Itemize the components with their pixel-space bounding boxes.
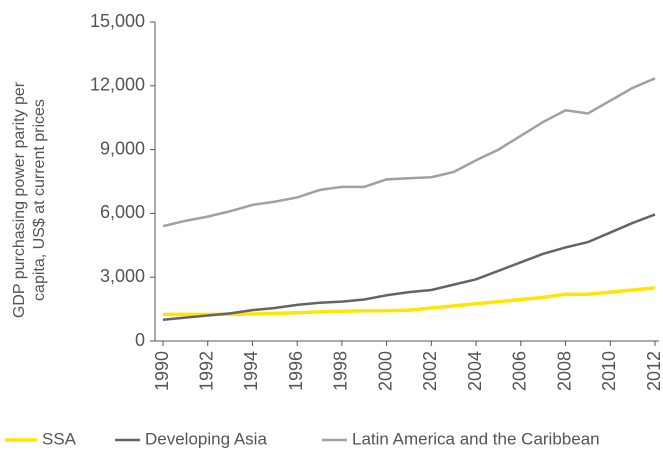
legend-label: Developing Asia	[145, 429, 267, 448]
y-tick-label: 0	[135, 330, 145, 350]
x-tick-label: 2004	[465, 351, 485, 391]
y-tick-label: 3,000	[100, 266, 145, 286]
series-line	[163, 286, 656, 317]
y-axis-label: GDP purchasing power parity per	[11, 81, 28, 318]
x-tick-label: 1996	[286, 351, 306, 391]
legend-label: SSA	[42, 429, 77, 448]
x-tick-label: 2002	[420, 351, 440, 391]
x-tick-label: 2000	[375, 351, 395, 391]
y-tick-label: 6,000	[100, 202, 145, 222]
y-tick-label: 15,000	[90, 11, 145, 31]
series-line	[162, 213, 656, 321]
x-tick-label: 2010	[599, 351, 619, 391]
legend-label: Latin America and the Caribbean	[352, 429, 600, 448]
x-tick-label: 2008	[554, 351, 574, 391]
series-line	[162, 77, 656, 228]
y-tick-label: 12,000	[90, 75, 145, 95]
x-tick-label: 2012	[644, 351, 663, 391]
x-tick-label: 2006	[510, 351, 530, 391]
y-axis-label: capita, US$ at current prices	[31, 99, 48, 301]
x-tick-label: 1992	[196, 351, 216, 391]
y-tick-label: 9,000	[100, 138, 145, 158]
x-tick-label: 1998	[331, 351, 351, 391]
x-tick-label: 1990	[152, 351, 172, 391]
x-tick-label: 1994	[241, 351, 261, 391]
